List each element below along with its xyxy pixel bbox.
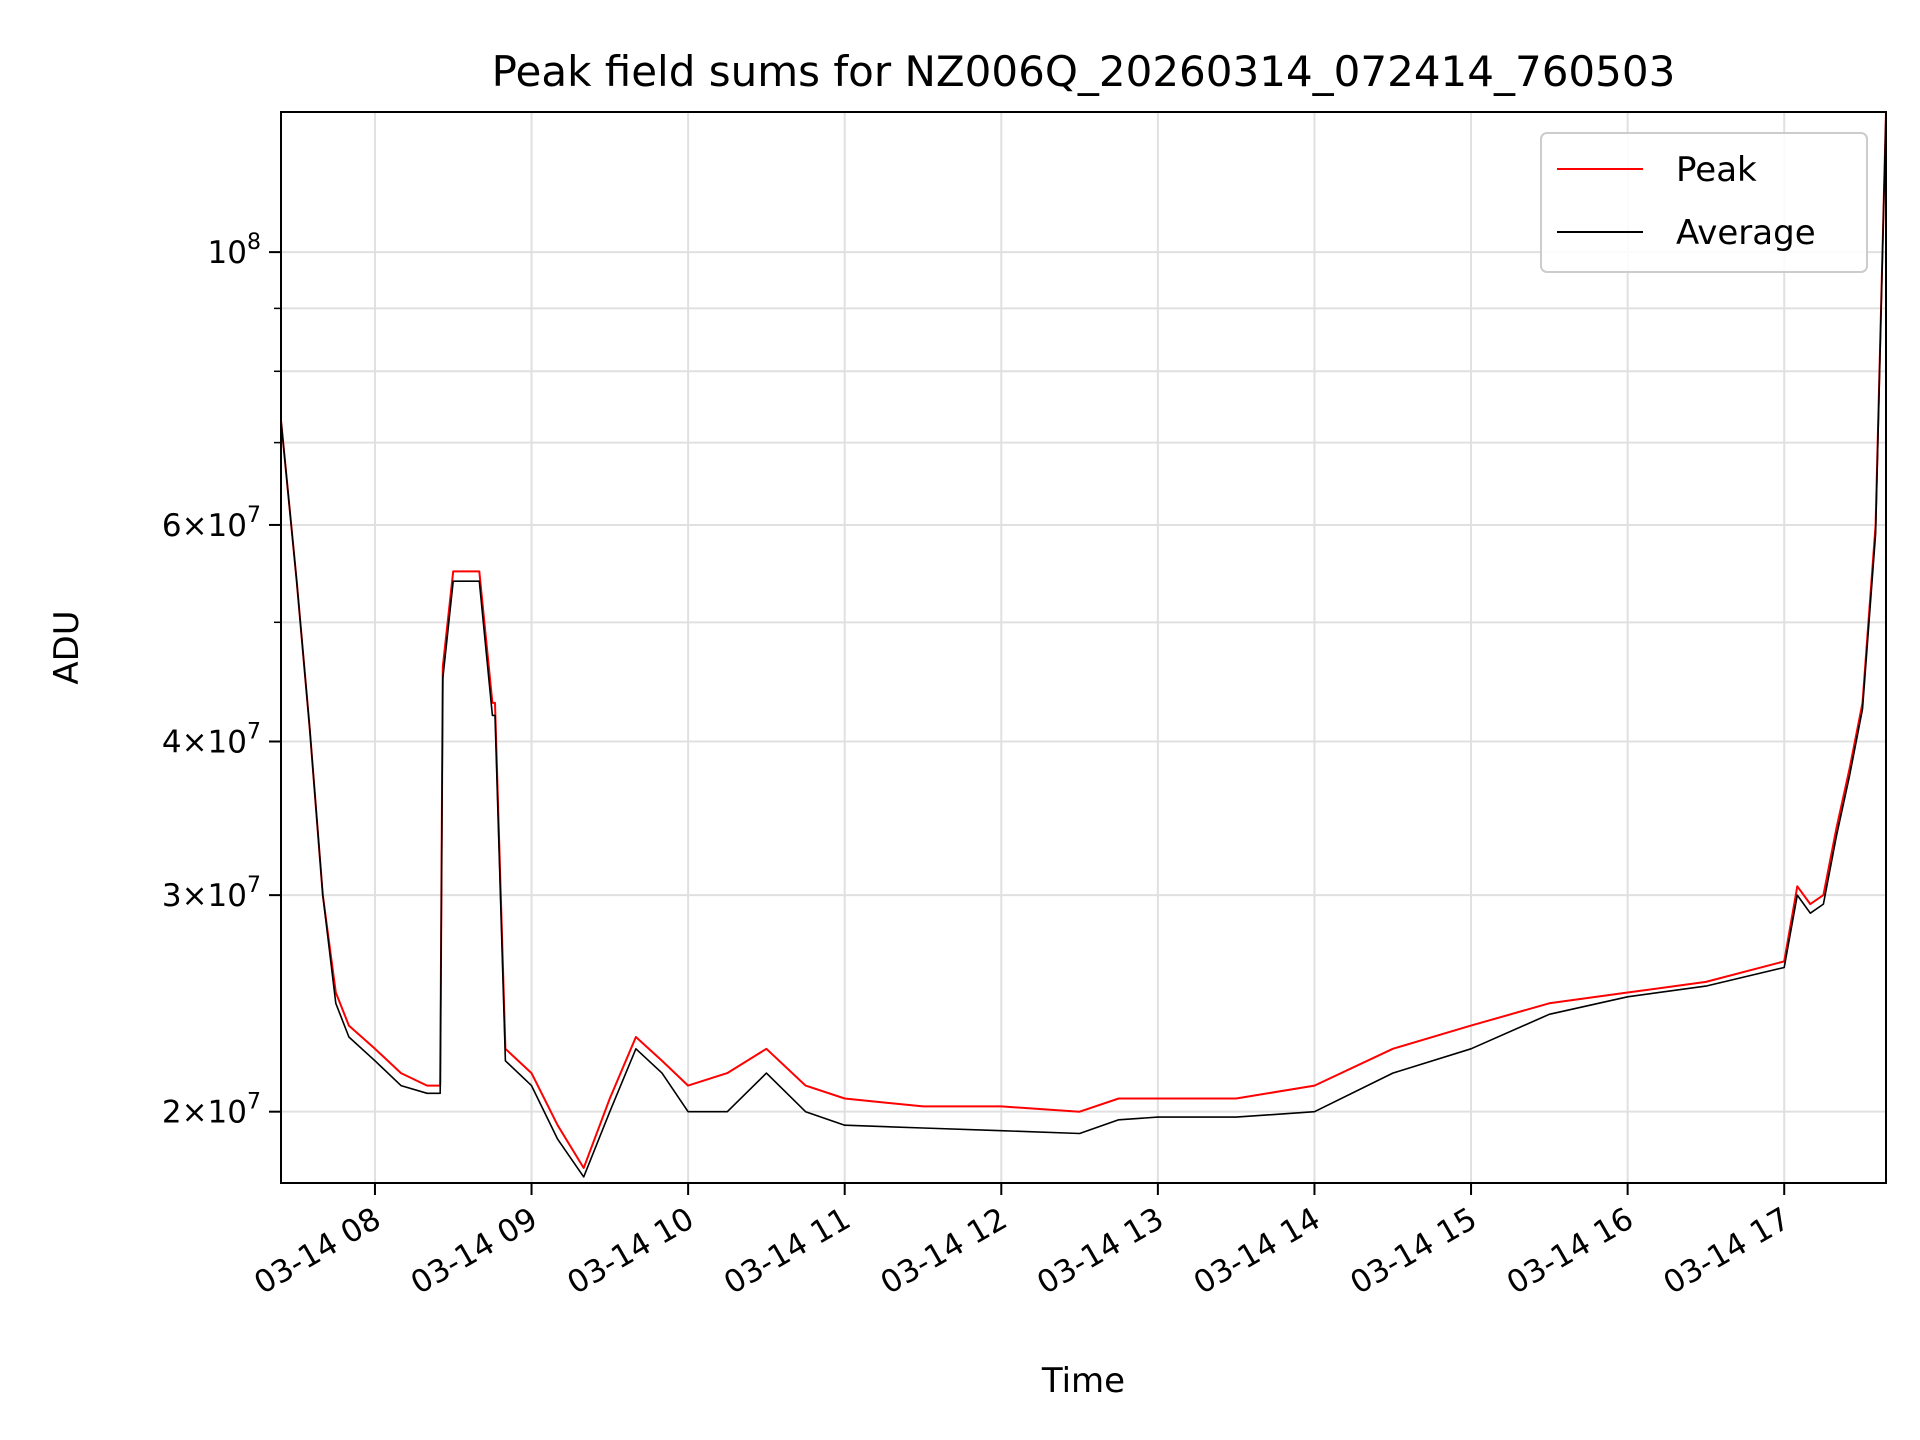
plot-frame — [280, 111, 1887, 1184]
series-line-average — [280, 111, 1887, 1178]
y-tick-exponent: 8 — [247, 230, 261, 255]
y-tick-mantissa: 2 — [162, 1095, 182, 1131]
y-tick-label: 3×107 — [162, 873, 261, 914]
legend-label-average: Average — [1676, 213, 1816, 253]
y-axis-label: ADU — [47, 610, 87, 684]
y-tick-mantissa: 6 — [162, 508, 182, 544]
plot-series — [280, 111, 1887, 1178]
y-tick-exponent: 7 — [247, 503, 261, 528]
y-tick-mantissa: 4 — [162, 724, 182, 760]
y-tick-exponent: 7 — [247, 1090, 261, 1115]
y-tick-exponent: 7 — [247, 873, 261, 898]
y-tick-exponent: 7 — [247, 719, 261, 744]
y-tick-label: 4×107 — [162, 719, 261, 760]
series-line-peak — [280, 111, 1887, 1169]
legend: Peak Average — [1540, 132, 1868, 273]
chart-title: Peak field sums for NZ006Q_20260314_0724… — [492, 47, 1676, 96]
legend-label-peak: Peak — [1676, 150, 1757, 190]
y-tick-label: 6×107 — [162, 503, 261, 544]
y-tick-label: 108 — [208, 230, 261, 271]
y-tick-mantissa: 3 — [162, 878, 182, 914]
y-tick-label: 2×107 — [162, 1090, 261, 1131]
x-axis-label: Time — [1041, 1361, 1125, 1401]
legend-box — [1540, 132, 1868, 273]
